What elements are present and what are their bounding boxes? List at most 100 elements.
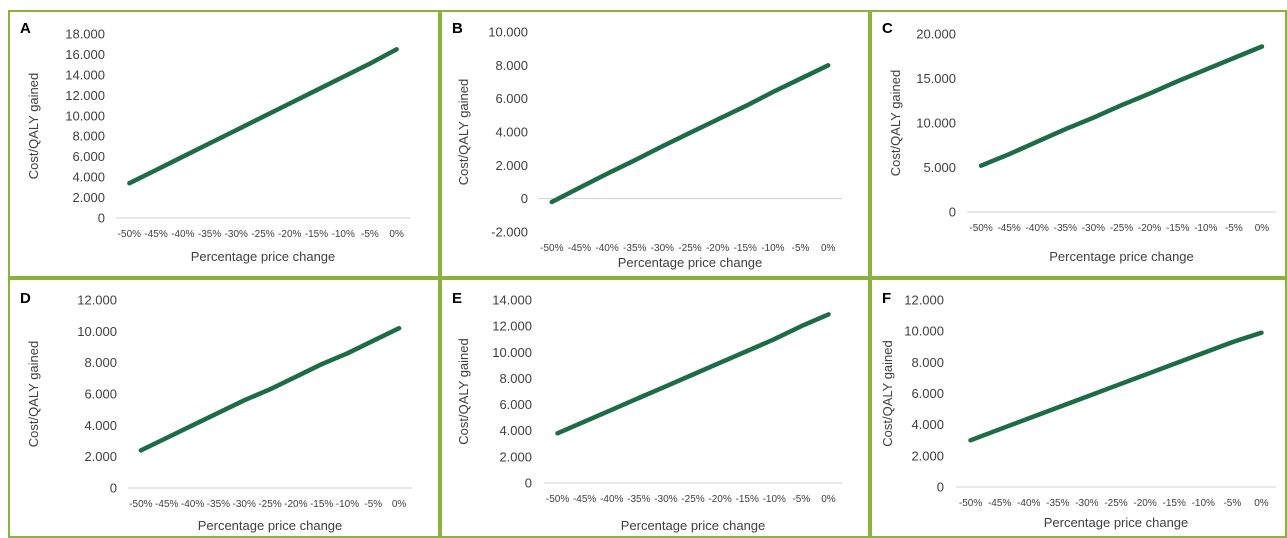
x-tick-label: -35% <box>623 243 646 254</box>
y-tick-label: 8.000 <box>499 371 532 386</box>
x-tick-label: -25% <box>1110 223 1133 234</box>
x-tick-label: -20% <box>706 243 729 254</box>
y-tick-label: 10.000 <box>904 324 944 339</box>
chart-panel-c: C 0 5.000 10.000 15.000 20.000 -50% -45% -40% -35… <box>870 10 1287 278</box>
x-tick-label: -45% <box>144 229 167 240</box>
y-tick-label: 0 <box>525 476 532 491</box>
x-tick-label: -35% <box>1054 223 1077 234</box>
x-tick-label: -35% <box>207 499 230 510</box>
chart-panel-e: E 0 2.000 4.000 6.000 8.000 10.000 12.000 14.000… <box>440 278 870 538</box>
panel-letter-c: C <box>882 20 893 37</box>
x-tick-label: -50% <box>546 494 569 505</box>
x-tick-label: -35% <box>1046 498 1069 509</box>
x-tick-label: -15% <box>736 494 759 505</box>
series-line-f <box>971 333 1262 441</box>
x-tick-label: -15% <box>1163 498 1186 509</box>
y-tick-label: 2.000 <box>84 449 117 464</box>
x-tick-label: -40% <box>595 243 618 254</box>
x-tick-label: -40% <box>171 229 194 240</box>
panel-letter-b: B <box>452 20 463 37</box>
y-tick-label: 0 <box>110 481 117 496</box>
y-tick-label: 6.000 <box>499 397 532 412</box>
x-tick-label: 0% <box>821 243 836 254</box>
x-tick-label: -10% <box>761 243 784 254</box>
panel-letter-d: D <box>20 290 31 307</box>
chart-svg-b: B -2.000 0 2.000 4.000 6.000 8.000 10.000 -50% -4… <box>442 12 868 276</box>
y-tick-label: 4.000 <box>72 170 105 185</box>
x-tick-label: -5% <box>792 243 810 254</box>
y-tick-label: 8.000 <box>84 355 117 370</box>
y-axis-title: Cost/QALY gained <box>26 73 41 179</box>
y-tick-label: 20.000 <box>916 27 956 42</box>
y-tick-label: 10.000 <box>916 116 956 131</box>
y-tick-label: 12.000 <box>65 88 105 103</box>
x-tick-label: -10% <box>336 499 359 510</box>
x-tick-label: -20% <box>284 499 307 510</box>
x-tick-label: -10% <box>1194 223 1217 234</box>
x-tick-label: -20% <box>1133 498 1156 509</box>
y-tick-label: 10.000 <box>65 108 105 123</box>
y-tick-label: 8.000 <box>911 355 944 370</box>
y-tick-label: -2.000 <box>491 225 528 240</box>
x-tick-label: -15% <box>305 229 328 240</box>
y-tick-label: 6.000 <box>911 386 944 401</box>
chart-panel-a: A 0 2.000 4.000 6.000 8.000 10.000 12.000 14.000… <box>8 10 440 278</box>
panel-letter-f: F <box>882 290 891 307</box>
x-tick-label: -30% <box>651 243 674 254</box>
x-axis-title: Percentage price change <box>191 249 336 264</box>
chart-svg-e: E 0 2.000 4.000 6.000 8.000 10.000 12.000 14.000… <box>442 280 868 536</box>
x-tick-label: -15% <box>1166 223 1189 234</box>
y-tick-label: 12.000 <box>904 293 944 308</box>
y-tick-label: 2.000 <box>495 158 528 173</box>
y-tick-label: 16.000 <box>65 47 105 62</box>
x-tick-label: -35% <box>627 494 650 505</box>
x-tick-label: -30% <box>1075 498 1098 509</box>
chart-panel-b: B -2.000 0 2.000 4.000 6.000 8.000 10.000 -50% -4… <box>440 10 870 278</box>
chart-panel-d: D 0 2.000 4.000 6.000 8.000 10.000 12.000 -50% -4… <box>8 278 440 538</box>
x-tick-label: -25% <box>1104 498 1127 509</box>
y-axis-title: Cost/QALY gained <box>888 70 903 176</box>
chart-svg-a: A 0 2.000 4.000 6.000 8.000 10.000 12.000 14.000… <box>10 12 438 276</box>
y-tick-label: 4.000 <box>495 125 528 140</box>
x-tick-label: -45% <box>155 499 178 510</box>
y-tick-label: 0 <box>521 191 528 206</box>
y-axis-title: Cost/QALY gained <box>456 79 471 185</box>
panel-letter-a: A <box>20 20 31 37</box>
x-tick-label: -40% <box>1026 223 1049 234</box>
x-tick-label: 0% <box>1255 223 1270 234</box>
x-tick-label: -45% <box>988 498 1011 509</box>
series-line-d <box>141 328 399 450</box>
x-tick-label: -50% <box>129 499 152 510</box>
y-tick-label: 2.000 <box>911 448 944 463</box>
x-tick-label: -5% <box>1225 223 1243 234</box>
y-tick-label: 12.000 <box>77 293 117 308</box>
x-tick-label: -15% <box>734 243 757 254</box>
x-tick-label: -40% <box>181 499 204 510</box>
y-tick-label: 10.000 <box>77 324 117 339</box>
x-tick-label: -45% <box>997 223 1020 234</box>
y-tick-label: 4.000 <box>499 423 532 438</box>
y-tick-label: 8.000 <box>72 129 105 144</box>
x-tick-label: -30% <box>225 229 248 240</box>
x-tick-label: -45% <box>568 243 591 254</box>
y-axis-title: Cost/QALY gained <box>880 340 895 446</box>
panel-letter-e: E <box>452 290 462 307</box>
y-tick-label: 2.000 <box>499 449 532 464</box>
chart-svg-c: C 0 5.000 10.000 15.000 20.000 -50% -45% -40% -35… <box>872 12 1285 276</box>
x-tick-label: -20% <box>1138 223 1161 234</box>
y-tick-label: 14.000 <box>492 293 532 308</box>
x-tick-label: -5% <box>361 229 379 240</box>
x-tick-label: -50% <box>540 243 563 254</box>
x-tick-label: -5% <box>792 494 810 505</box>
x-axis-title: Percentage price change <box>198 518 343 533</box>
y-axis-title: Cost/QALY gained <box>456 338 471 444</box>
x-tick-label: -30% <box>233 499 256 510</box>
x-tick-label: -50% <box>959 498 982 509</box>
x-tick-label: -25% <box>678 243 701 254</box>
y-tick-label: 6.000 <box>495 91 528 106</box>
series-line-e <box>558 314 829 433</box>
y-tick-label: 5.000 <box>923 160 956 175</box>
x-tick-label: -35% <box>198 229 221 240</box>
y-tick-label: 2.000 <box>72 190 105 205</box>
series-line-b <box>552 65 828 202</box>
